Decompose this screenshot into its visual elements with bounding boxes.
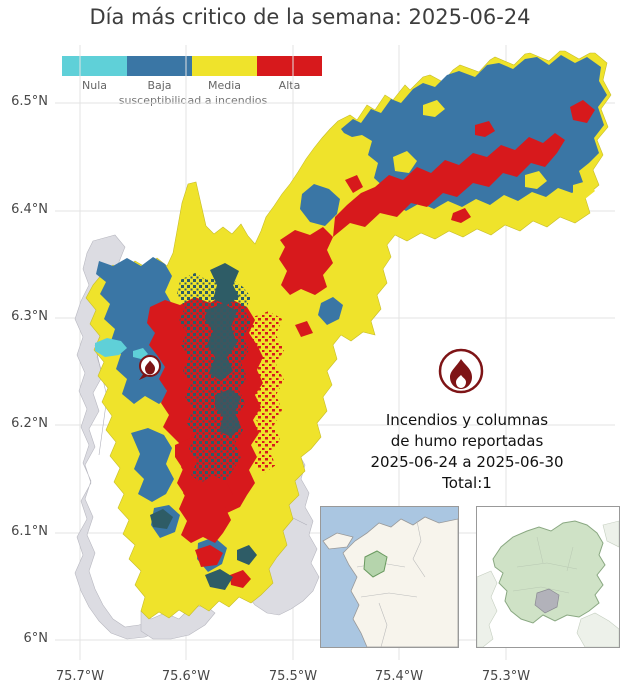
- study-area-highlight: [534, 588, 560, 614]
- lon-label-75-3w: 75.3°W: [481, 669, 531, 684]
- lat-label-6n: 6°N: [23, 631, 49, 646]
- legend-swatch-row: [62, 56, 324, 76]
- legend: Nula Baja Media Alta susceptibilidad a i…: [62, 56, 324, 107]
- fire-location-marker: [139, 355, 161, 380]
- lat-label-6-4n: 6.4°N: [11, 202, 48, 217]
- legend-swatch-media: [192, 56, 257, 76]
- legend-label-alta: Alta: [278, 79, 301, 92]
- legend-swatch-baja: [127, 56, 192, 76]
- inset-map-colombia: [320, 506, 459, 648]
- medium-patches-in-blue: [393, 100, 595, 199]
- legend-subtitle: susceptibilidad a incendios: [118, 94, 268, 107]
- department-shape: [492, 520, 606, 624]
- dense-dark-cores: [150, 263, 257, 590]
- legend-label-row: Nula Baja Media Alta: [62, 79, 324, 92]
- lon-label-75-4w: 75.4°W: [374, 669, 424, 684]
- figure-title: Día más critico de la semana: 2025-06-24: [89, 5, 531, 29]
- fire-badge-icon: [438, 348, 484, 394]
- report-line-3: 2025-06-24 a 2025-06-30: [370, 453, 564, 471]
- report-line-2: de humo reportadas: [390, 432, 544, 450]
- legend-label-media: Media: [207, 79, 242, 92]
- susceptibility-map: [55, 45, 615, 660]
- lat-label-6-2n: 6.2°N: [11, 416, 48, 431]
- report-line-1: Incendios y columnas: [385, 411, 549, 429]
- null-susceptibility-regions: [95, 338, 148, 359]
- legend-label-baja: Baja: [147, 79, 172, 92]
- lon-label-75-5w: 75.5°W: [268, 669, 318, 684]
- legend-swatch-nula: [62, 56, 127, 76]
- lat-label-6-5n: 6.5°N: [11, 94, 48, 109]
- legend-label-nula: Nula: [82, 79, 107, 92]
- legend-swatch-alta: [257, 56, 322, 76]
- report-line-4: Total:1: [442, 474, 492, 492]
- inset-map-department: [476, 506, 620, 648]
- flame-icon: [450, 359, 472, 389]
- flame-icon: [145, 360, 155, 375]
- lon-label-75-7w: 75.7°W: [55, 669, 105, 684]
- highlighted-department: [363, 550, 388, 578]
- lon-label-75-6w: 75.6°W: [161, 669, 211, 684]
- lat-label-6-3n: 6.3°N: [11, 309, 48, 324]
- lat-label-6-1n: 6.1°N: [11, 524, 48, 539]
- fire-report-annotation: Incendios y columnas de humo reportadas …: [352, 410, 582, 494]
